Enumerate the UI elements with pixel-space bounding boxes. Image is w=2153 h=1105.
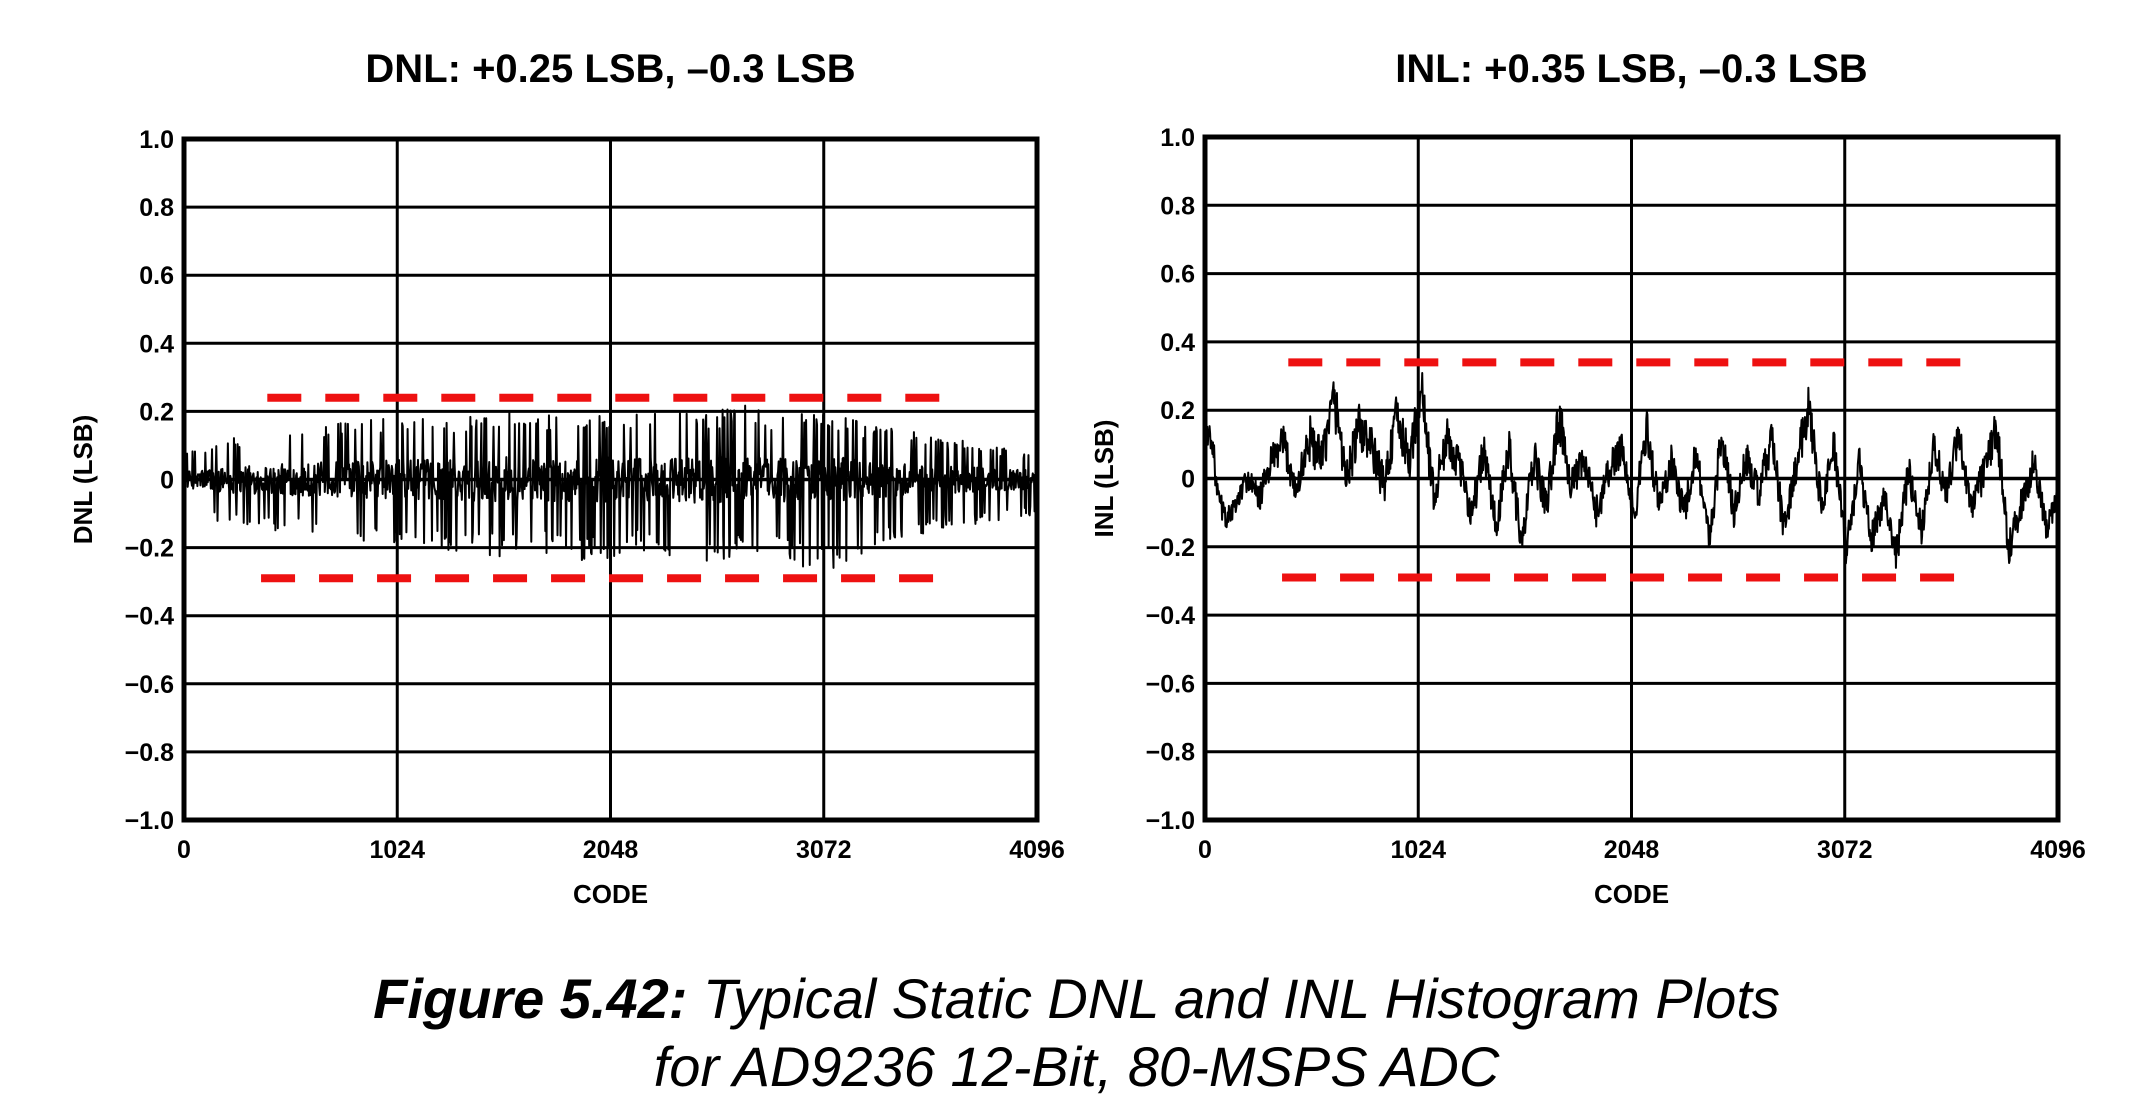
figure-caption: Figure 5.42: Typical Static DNL and INL … bbox=[0, 965, 2153, 1101]
dnl-xtick-label: 4096 bbox=[1009, 836, 1065, 864]
caption-text-1: Typical Static DNL and INL Histogram Plo… bbox=[703, 967, 1780, 1030]
inl-chart-title: INL: +0.35 LSB, –0.3 LSB bbox=[1395, 47, 1867, 91]
inl-ytick-label: 1.0 bbox=[1160, 124, 1195, 152]
inl-data-trace bbox=[1204, 371, 2059, 569]
dnl-ytick-label: −0.6 bbox=[125, 671, 174, 699]
dnl-ytick-label: −0.4 bbox=[125, 603, 174, 631]
caption-line-1: Figure 5.42: Typical Static DNL and INL … bbox=[0, 965, 2153, 1033]
dnl-ytick-label: 0 bbox=[160, 467, 174, 495]
inl-y-axis-label: INL (LSB) bbox=[1089, 420, 1119, 538]
inl-xtick-label: 1024 bbox=[1390, 836, 1446, 864]
dnl-ytick-label: −0.2 bbox=[125, 535, 174, 563]
inl-ytick-label: −0.4 bbox=[1146, 602, 1195, 630]
dnl-ytick-label: 0.2 bbox=[139, 398, 174, 426]
inl-ytick-label: −0.6 bbox=[1146, 670, 1195, 698]
dnl-xtick-label: 3072 bbox=[796, 836, 852, 864]
inl-ytick-label: −0.2 bbox=[1146, 534, 1195, 562]
dnl-chart: DNL: +0.25 LSB, –0.3 LSB 0 1024 2048 3072 409… bbox=[68, 47, 1065, 909]
caption-text-2: for AD9236 12-Bit, 80-MSPS ADC bbox=[653, 1035, 1500, 1098]
dnl-ytick-label: 0.4 bbox=[139, 330, 174, 358]
inl-ytick-label: 0 bbox=[1181, 466, 1195, 494]
inl-x-axis-label: CODE bbox=[1594, 879, 1669, 909]
inl-ytick-label: −0.8 bbox=[1146, 739, 1195, 767]
inl-plot-frame bbox=[1202, 134, 2061, 823]
inl-ytick-label: 0.8 bbox=[1160, 192, 1195, 220]
inl-chart: INL: +0.35 LSB, –0.3 LSB 0 1024 2048 3072 409… bbox=[1089, 47, 2086, 909]
inl-xtick-label: 0 bbox=[1198, 836, 1212, 864]
dnl-xtick-label: 2048 bbox=[583, 836, 639, 864]
dnl-ytick-label: −0.8 bbox=[125, 739, 174, 767]
inl-xtick-label: 3072 bbox=[1817, 836, 1873, 864]
dnl-y-axis-label: DNL (LSB) bbox=[68, 415, 98, 545]
inl-ytick-label: 0.6 bbox=[1160, 261, 1195, 289]
dnl-xtick-label: 1024 bbox=[369, 836, 425, 864]
inl-xtick-label: 2048 bbox=[1604, 836, 1660, 864]
dnl-ytick-label: 0.8 bbox=[139, 194, 174, 222]
dnl-xtick-label: 0 bbox=[177, 836, 191, 864]
inl-ytick-label: 0.4 bbox=[1160, 329, 1195, 357]
dnl-ytick-label: 0.6 bbox=[139, 262, 174, 290]
inl-ytick-label: 0.2 bbox=[1160, 397, 1195, 425]
dnl-ytick-label: −1.0 bbox=[125, 807, 174, 835]
inl-ytick-label: −1.0 bbox=[1146, 807, 1195, 835]
inl-xtick-label: 4096 bbox=[2030, 836, 2086, 864]
dnl-plot-frame bbox=[181, 136, 1040, 823]
dnl-x-axis-label: CODE bbox=[573, 879, 648, 909]
caption-label: Figure 5.42: bbox=[373, 967, 688, 1030]
dnl-chart-title: DNL: +0.25 LSB, –0.3 LSB bbox=[365, 47, 855, 91]
dnl-data-trace bbox=[183, 404, 1038, 569]
dnl-ytick-label: 1.0 bbox=[139, 126, 174, 154]
